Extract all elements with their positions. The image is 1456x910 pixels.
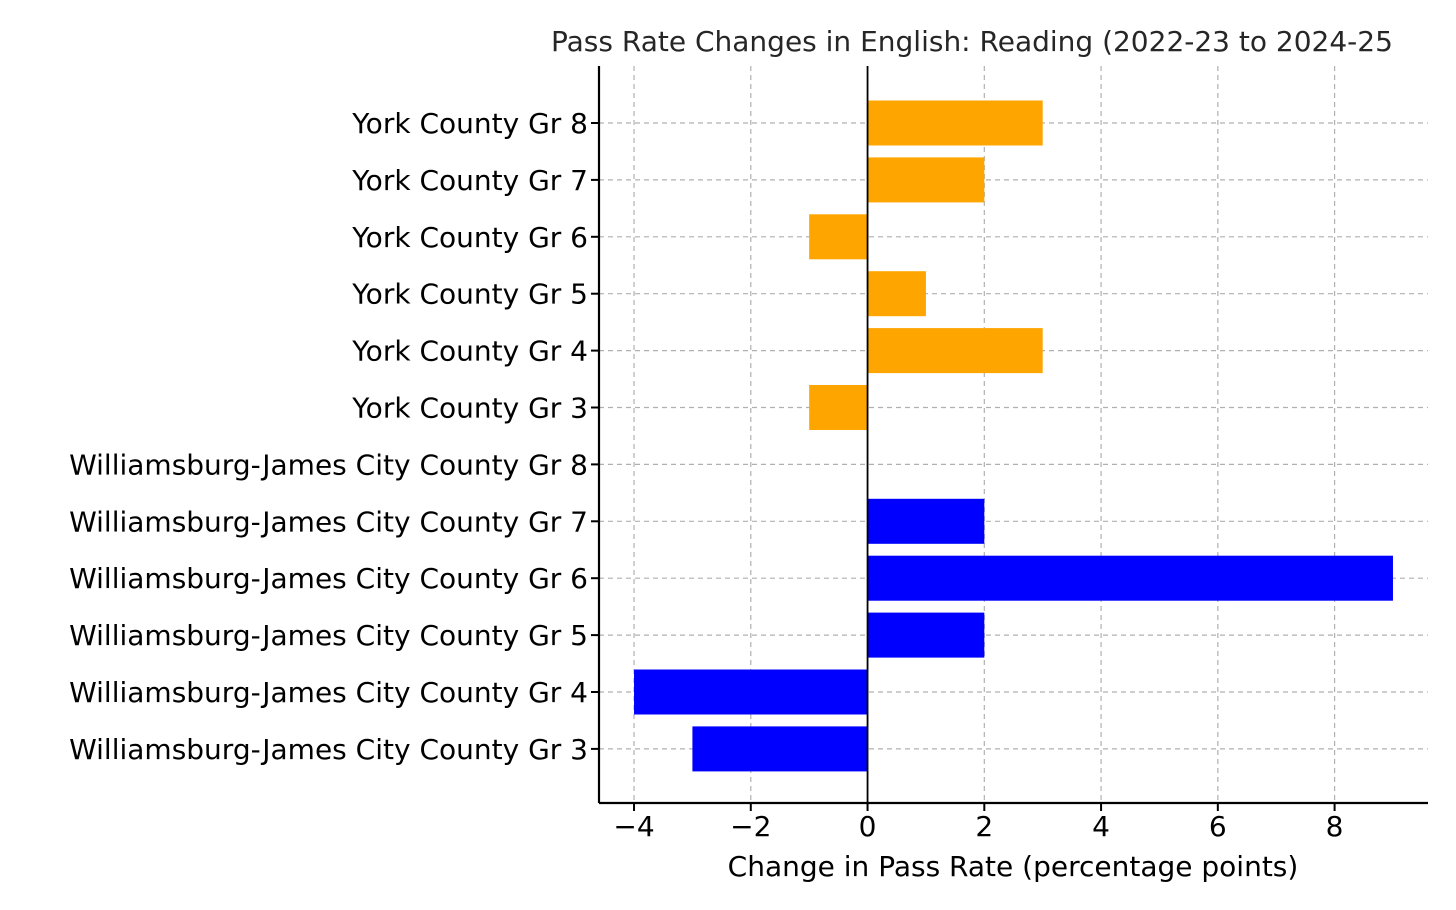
category-label: Williamsburg-James City County Gr 7 — [69, 505, 588, 538]
category-label: York County Gr 4 — [351, 335, 588, 368]
bar — [867, 612, 985, 658]
category-label: York County Gr 3 — [351, 392, 588, 425]
bar — [867, 555, 1393, 601]
x-axis-label: Change in Pass Rate (percentage points) — [728, 850, 1299, 883]
bar — [692, 726, 868, 772]
bar — [867, 328, 1043, 374]
category-label: York County Gr 7 — [351, 164, 588, 197]
category-label: Williamsburg-James City County Gr 4 — [69, 676, 588, 709]
x-tick-label: 8 — [1326, 810, 1344, 843]
x-tick-label: 6 — [1209, 810, 1227, 843]
x-tick-label: −2 — [730, 810, 771, 843]
x-tick-label: 0 — [859, 810, 877, 843]
bar — [634, 669, 868, 715]
axes — [591, 66, 1428, 811]
category-label: York County Gr 6 — [351, 221, 588, 254]
x-tick-label: 2 — [975, 810, 993, 843]
bars — [634, 100, 1393, 772]
chart-title: Pass Rate Changes in English: Reading (2… — [551, 25, 1393, 58]
bar — [867, 100, 1043, 146]
category-label: Williamsburg-James City County Gr 5 — [69, 619, 588, 652]
bar — [867, 157, 985, 203]
category-label: York County Gr 5 — [351, 278, 588, 311]
bar — [809, 214, 868, 260]
bar — [867, 271, 926, 317]
x-tick-label: −4 — [613, 810, 654, 843]
category-label: Williamsburg-James City County Gr 8 — [69, 448, 588, 481]
category-label: York County Gr 8 — [351, 107, 588, 140]
x-tick-label: 4 — [1092, 810, 1110, 843]
bar — [809, 385, 868, 430]
labels: York County Gr 8 York County Gr 7 York Cou… — [69, 107, 1343, 843]
bar — [867, 498, 985, 544]
category-label: Williamsburg-James City County Gr 6 — [69, 562, 588, 595]
category-label: Williamsburg-James City County Gr 3 — [69, 733, 588, 766]
